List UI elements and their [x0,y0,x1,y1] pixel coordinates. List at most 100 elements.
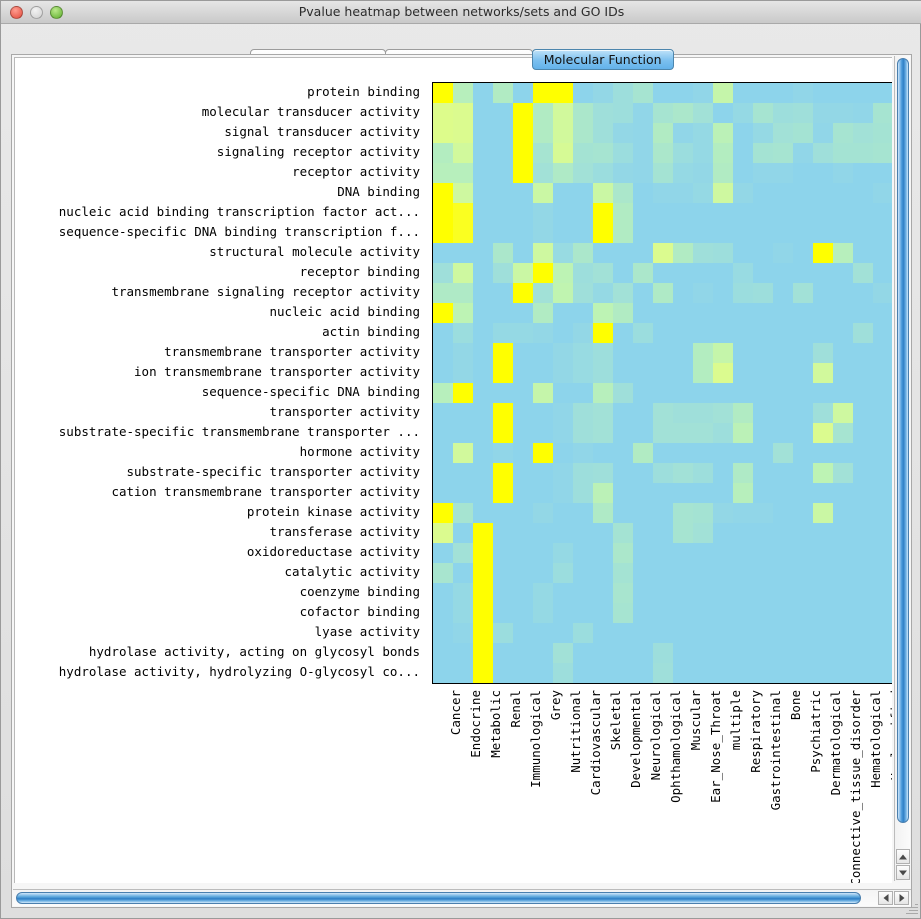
heatmap-cell[interactable] [633,503,653,523]
heatmap-cell[interactable] [573,603,593,623]
heatmap-cell[interactable] [673,643,693,663]
heatmap-cell[interactable] [753,663,773,683]
heatmap-cell[interactable] [693,343,713,363]
heatmap-cell[interactable] [673,563,693,583]
heatmap-cell[interactable] [853,643,873,663]
heatmap-cell[interactable] [813,143,833,163]
heatmap-cell[interactable] [633,343,653,363]
heatmap-cell[interactable] [693,403,713,423]
heatmap-cell[interactable] [753,243,773,263]
heatmap-cell[interactable] [453,663,473,683]
heatmap-cell[interactable] [433,143,453,163]
heatmap-cell[interactable] [653,163,673,183]
heatmap-cell[interactable] [673,363,693,383]
heatmap-cell[interactable] [493,403,513,423]
heatmap-cell[interactable] [813,363,833,383]
heatmap-cell[interactable] [593,323,613,343]
heatmap-cell[interactable] [753,563,773,583]
heatmap-cell[interactable] [853,243,873,263]
heatmap-cell[interactable] [433,583,453,603]
heatmap-cell[interactable] [753,83,773,103]
heatmap-cell[interactable] [813,603,833,623]
heatmap-cell[interactable] [693,483,713,503]
scroll-left-button[interactable] [878,891,893,905]
heatmap-cell[interactable] [853,583,873,603]
heatmap-cell[interactable] [833,403,853,423]
heatmap-cell[interactable] [593,163,613,183]
heatmap-cell[interactable] [653,563,673,583]
heatmap-cell[interactable] [453,83,473,103]
heatmap-cell[interactable] [613,243,633,263]
heatmap-cell[interactable] [593,303,613,323]
heatmap-cell[interactable] [833,103,853,123]
heatmap-cell[interactable] [853,203,873,223]
heatmap-cell[interactable] [733,563,753,583]
heatmap-cell[interactable] [573,343,593,363]
heatmap-cell[interactable] [773,283,793,303]
heatmap-cell[interactable] [753,603,773,623]
heatmap-cell[interactable] [533,363,553,383]
heatmap-cell[interactable] [813,303,833,323]
heatmap-cell[interactable] [673,623,693,643]
heatmap-cell[interactable] [853,403,873,423]
heatmap-cell[interactable] [693,363,713,383]
heatmap-cell[interactable] [493,183,513,203]
heatmap-cell[interactable] [693,423,713,443]
heatmap-cell[interactable] [493,663,513,683]
heatmap-cell[interactable] [813,183,833,203]
heatmap-cell[interactable] [733,623,753,643]
heatmap-cell[interactable] [493,163,513,183]
heatmap-cell[interactable] [533,423,553,443]
heatmap-cell[interactable] [793,563,813,583]
heatmap-cell[interactable] [653,643,673,663]
heatmap-cell[interactable] [853,503,873,523]
heatmap-cell[interactable] [853,283,873,303]
heatmap-cell[interactable] [573,503,593,523]
heatmap-cell[interactable] [673,123,693,143]
heatmap-cell[interactable] [793,243,813,263]
heatmap-cell[interactable] [513,283,533,303]
heatmap-cell[interactable] [613,103,633,123]
heatmap-cell[interactable] [733,363,753,383]
heatmap-cell[interactable] [873,623,892,643]
heatmap-cell[interactable] [753,483,773,503]
heatmap-cell[interactable] [453,623,473,643]
heatmap-cell[interactable] [533,563,553,583]
heatmap-cell[interactable] [433,223,453,243]
heatmap-cell[interactable] [873,183,892,203]
heatmap-cell[interactable] [573,103,593,123]
heatmap-cell[interactable] [553,263,573,283]
heatmap-cell[interactable] [533,303,553,323]
heatmap-cell[interactable] [533,223,553,243]
heatmap-cell[interactable] [533,603,553,623]
heatmap-cell[interactable] [633,323,653,343]
heatmap-cell[interactable] [733,103,753,123]
heatmap-cell[interactable] [713,423,733,443]
heatmap-cell[interactable] [833,303,853,323]
heatmap-cell[interactable] [873,103,892,123]
heatmap-cell[interactable] [793,163,813,183]
minimize-button[interactable] [30,6,43,19]
heatmap-cell[interactable] [533,243,553,263]
heatmap-cell[interactable] [693,103,713,123]
heatmap-cell[interactable] [473,643,493,663]
heatmap-cell[interactable] [833,383,853,403]
heatmap-cell[interactable] [813,463,833,483]
heatmap-cell[interactable] [533,443,553,463]
heatmap-cell[interactable] [433,303,453,323]
heatmap-cell[interactable] [693,123,713,143]
heatmap-cell[interactable] [673,143,693,163]
heatmap-cell[interactable] [833,543,853,563]
heatmap-cell[interactable] [473,423,493,443]
heatmap-cell[interactable] [433,323,453,343]
heatmap-cell[interactable] [753,503,773,523]
heatmap-cell[interactable] [753,443,773,463]
heatmap-cell[interactable] [453,343,473,363]
heatmap-cell[interactable] [513,123,533,143]
heatmap-cell[interactable] [493,543,513,563]
heatmap-cell[interactable] [533,383,553,403]
heatmap-cell[interactable] [553,323,573,343]
heatmap-cell[interactable] [513,363,533,383]
heatmap-cell[interactable] [733,383,753,403]
heatmap-cell[interactable] [533,643,553,663]
